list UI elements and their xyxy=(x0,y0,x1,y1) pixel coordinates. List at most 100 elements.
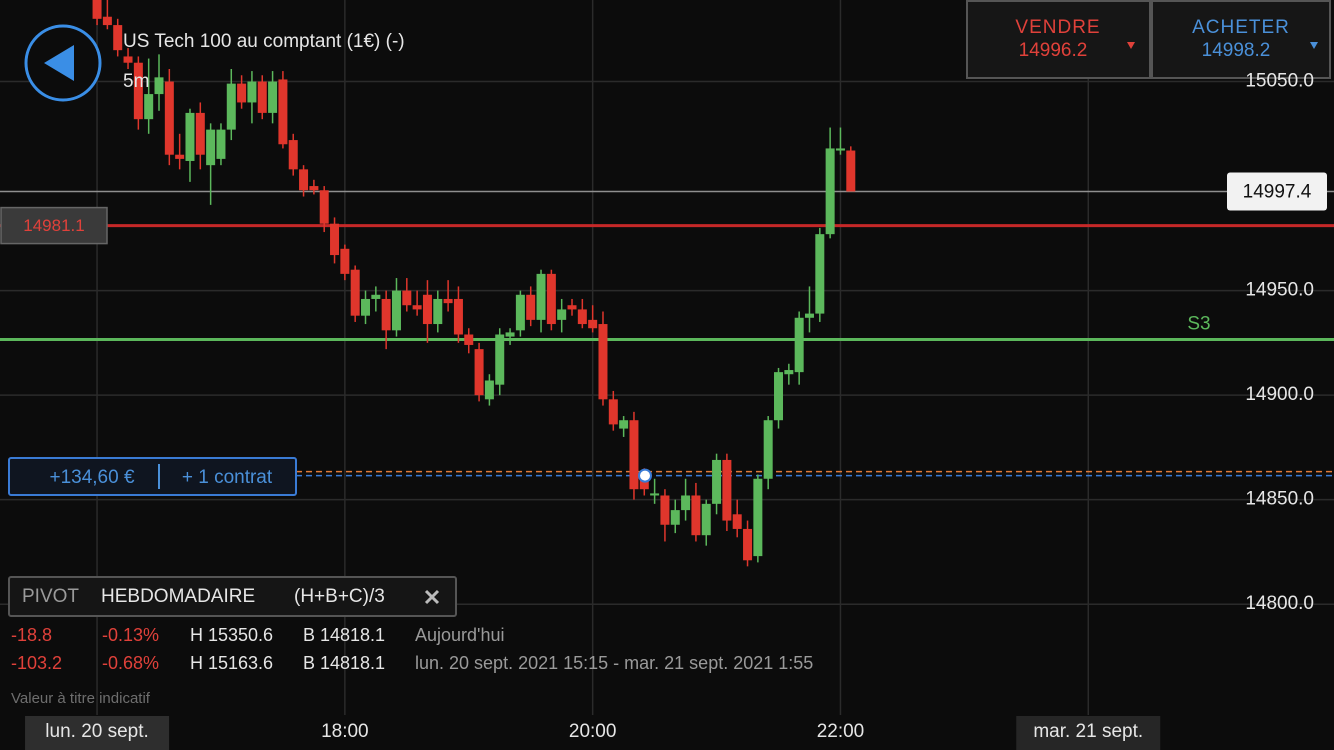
interval: 5m xyxy=(123,71,149,92)
pivot-cell: B 14818.1 xyxy=(303,653,385,673)
plot xyxy=(0,0,1334,715)
candle-body xyxy=(278,79,288,145)
y-tick-label: 15050.0 xyxy=(1245,71,1314,92)
candle-body xyxy=(402,290,412,306)
level-price-box xyxy=(0,206,108,245)
current-price-box xyxy=(1227,172,1327,211)
candle-body xyxy=(515,294,525,331)
pivot-cell: -103.2 xyxy=(11,653,62,673)
candle-body xyxy=(650,493,660,496)
x-tick-label: 22:00 xyxy=(817,721,865,742)
buy-button[interactable]: ACHETER 14998.2 xyxy=(1151,0,1331,79)
candle-body xyxy=(391,290,401,331)
x-tick-label: 18:00 xyxy=(321,721,369,742)
pivot-cell: -18.8 xyxy=(11,625,52,645)
candle-body xyxy=(598,324,608,400)
position-pnl[interactable]: +134,60 € xyxy=(49,467,134,488)
x-tick-label: 20:00 xyxy=(569,721,617,742)
candle-body xyxy=(381,298,391,331)
candle-body xyxy=(722,459,732,521)
position-marker xyxy=(638,468,652,483)
back-button[interactable] xyxy=(24,24,102,102)
candle-body xyxy=(681,495,691,511)
candle-body xyxy=(774,372,784,421)
candle-body xyxy=(154,77,164,95)
level-price-label: 14981.1 xyxy=(23,216,84,235)
candle-body xyxy=(670,510,680,525)
candle-body xyxy=(505,332,515,337)
buy-caret[interactable] xyxy=(1310,42,1318,49)
candle-body xyxy=(288,140,298,170)
candle-body xyxy=(206,129,216,166)
candle-body xyxy=(474,349,484,396)
candle-body xyxy=(257,81,267,113)
candle-body xyxy=(846,150,856,192)
position-box[interactable]: +134,60 € + 1 contrat xyxy=(8,457,297,496)
candle-body xyxy=(526,294,536,320)
candle-body xyxy=(144,94,154,120)
candle-body xyxy=(495,334,505,385)
pivot-cell: Aujourd'hui xyxy=(415,625,505,645)
candle-body xyxy=(361,298,371,316)
candle-body xyxy=(629,420,639,490)
position-frame[interactable] xyxy=(8,457,297,496)
candle-body xyxy=(350,269,360,316)
candle-body xyxy=(608,399,618,425)
pivot-cell: H 15163.6 xyxy=(190,653,273,673)
candle-body xyxy=(577,309,587,325)
pivot-cell: H 15350.6 xyxy=(190,625,273,645)
pivot-formula: (H+B+C)/3 xyxy=(294,586,385,607)
buy-box[interactable] xyxy=(1151,0,1331,79)
candle-body xyxy=(794,317,804,373)
candle-body xyxy=(453,298,463,335)
candle-body xyxy=(237,83,247,103)
candle-body xyxy=(247,81,257,103)
candle-body xyxy=(216,129,226,159)
sell-box[interactable] xyxy=(966,0,1151,79)
candle-body xyxy=(825,148,835,235)
candle-body xyxy=(412,305,422,310)
candle-body xyxy=(433,298,443,325)
pivot-cell: lun. 20 sept. 2021 15:15 - mar. 21 sept.… xyxy=(415,653,813,673)
candle-body xyxy=(536,273,546,320)
sell-button[interactable]: VENDRE 14996.2 xyxy=(966,0,1151,79)
candle-body xyxy=(804,313,814,318)
sell-price[interactable]: 14996.2 xyxy=(1019,40,1088,61)
candle-body xyxy=(371,294,381,299)
y-tick-label: 14800.0 xyxy=(1245,593,1314,614)
candle-body xyxy=(701,503,711,536)
candle-body xyxy=(784,370,794,375)
candle-body xyxy=(588,319,598,329)
candle-body xyxy=(567,305,577,310)
sell-label[interactable]: VENDRE xyxy=(1015,17,1100,38)
candle-body xyxy=(815,234,825,314)
pivot-close[interactable] xyxy=(424,589,440,605)
candle-body xyxy=(133,62,143,120)
level-name: S3 xyxy=(1187,314,1210,335)
candle-body xyxy=(484,380,494,400)
candle-body xyxy=(330,223,340,256)
buy-price[interactable]: 14998.2 xyxy=(1202,40,1271,61)
y-tick-label: 14850.0 xyxy=(1245,489,1314,510)
y-tick-label: 14950.0 xyxy=(1245,280,1314,301)
current-price-label: 14997.4 xyxy=(1243,182,1312,203)
back-arrow[interactable] xyxy=(44,45,74,81)
candle-body xyxy=(443,298,453,304)
position-size[interactable]: + 1 contrat xyxy=(182,467,273,488)
candle-body xyxy=(268,81,278,113)
candle-body xyxy=(732,514,742,529)
sell-caret[interactable] xyxy=(1127,42,1135,49)
pivot-header: PIVOT HEBDOMADAIRE (H+B+C)/3 xyxy=(8,576,457,617)
candle-body xyxy=(185,112,195,161)
x-tick-label: mar. 21 sept. xyxy=(1033,721,1143,742)
pivot-label: PIVOT xyxy=(22,586,79,607)
candle-body xyxy=(226,83,236,130)
candle-body xyxy=(464,334,474,345)
disclaimer: Valeur à titre indicatif xyxy=(11,690,151,707)
candle-body xyxy=(195,112,205,155)
pivot-cell: -0.68% xyxy=(102,653,159,673)
buy-label[interactable]: ACHETER xyxy=(1192,17,1290,38)
pivot-cell: -0.13% xyxy=(102,625,159,645)
